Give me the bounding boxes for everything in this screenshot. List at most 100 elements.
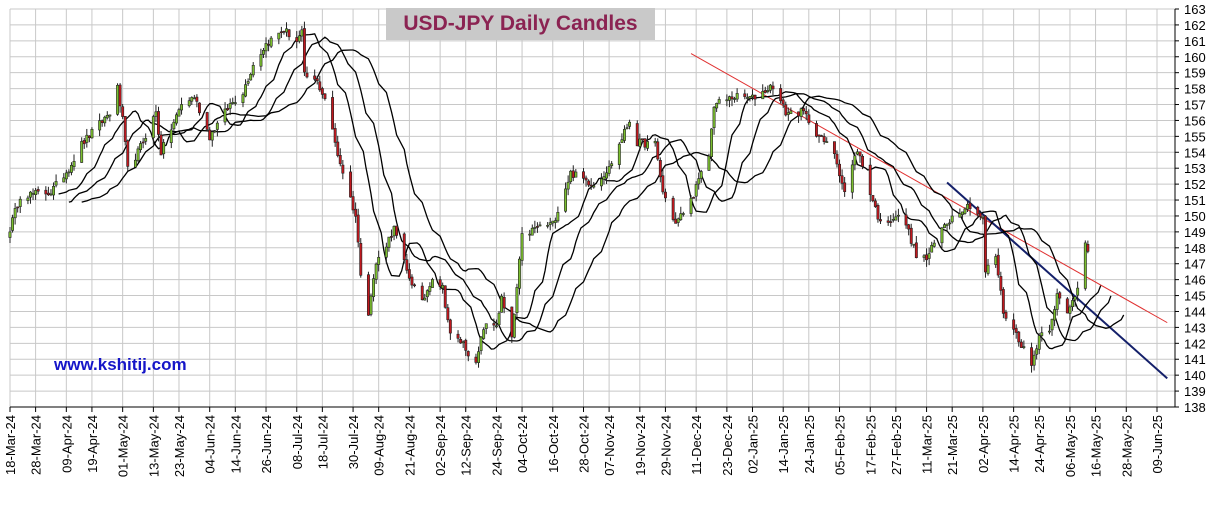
candle — [126, 140, 130, 167]
candle — [1040, 332, 1044, 336]
candle — [318, 81, 322, 91]
candle — [323, 93, 327, 100]
candle — [502, 296, 506, 309]
candle — [530, 227, 534, 236]
candle — [208, 129, 212, 141]
candle — [1032, 354, 1036, 366]
y-tick-label: 159 — [1184, 66, 1206, 81]
y-tick-label: 150 — [1184, 209, 1206, 224]
candle — [205, 112, 209, 130]
candle — [551, 220, 555, 224]
candle — [822, 136, 826, 142]
candle — [162, 142, 166, 155]
candle — [300, 29, 304, 37]
x-tick-label: 28-May-25 — [1119, 415, 1134, 477]
y-tick-label: 161 — [1184, 34, 1206, 49]
x-tick-label: 13-May-24 — [146, 415, 161, 477]
candle — [838, 163, 842, 177]
candle — [983, 215, 987, 273]
candle — [1055, 293, 1059, 310]
candle — [241, 94, 245, 103]
candle — [942, 224, 946, 228]
candle — [359, 243, 363, 276]
candle — [574, 171, 578, 178]
candle — [34, 190, 38, 195]
candle — [103, 116, 107, 124]
candle — [121, 106, 125, 117]
candle — [366, 274, 370, 316]
candle — [180, 104, 183, 111]
candle — [707, 155, 711, 171]
candle — [843, 182, 847, 193]
x-tick-label: 23-Dec-24 — [720, 415, 735, 476]
x-tick-label: 24-Jan-25 — [802, 415, 817, 474]
candle — [966, 204, 970, 210]
candle — [369, 295, 373, 315]
y-tick-label: 144 — [1184, 304, 1206, 319]
candle — [528, 233, 532, 236]
candle — [896, 214, 900, 217]
candle — [333, 128, 337, 143]
candle — [891, 219, 895, 221]
candle — [456, 333, 460, 339]
candle — [976, 206, 980, 215]
candle — [1050, 318, 1054, 331]
candle — [950, 215, 954, 223]
candle — [31, 193, 35, 195]
candle — [797, 111, 801, 117]
y-tick-label: 138 — [1184, 400, 1206, 415]
x-tick-label: 07-Nov-24 — [602, 415, 617, 476]
candle — [804, 111, 808, 115]
candle — [922, 255, 926, 258]
candle — [477, 351, 480, 363]
candle — [1086, 244, 1090, 252]
candle — [1071, 300, 1075, 307]
candle — [745, 97, 749, 99]
x-tick-labels: 18-Mar-24 28-Mar-24 09-Apr-24 19-Apr-24 01-M… — [3, 415, 1165, 477]
candle — [689, 197, 693, 214]
candle — [1001, 289, 1005, 314]
candle — [466, 351, 470, 357]
candles — [8, 21, 1090, 373]
candle — [139, 143, 142, 150]
candle — [446, 307, 450, 321]
candle — [407, 269, 411, 279]
candle — [784, 104, 788, 116]
x-tick-label: 01-May-24 — [116, 415, 131, 477]
candle — [912, 243, 916, 246]
candle — [438, 279, 442, 287]
candle — [172, 121, 176, 130]
candle — [387, 236, 391, 248]
candle — [1053, 309, 1057, 321]
candle — [622, 129, 626, 141]
candle — [441, 284, 445, 289]
candle — [994, 256, 998, 265]
candle — [70, 165, 73, 173]
candle — [607, 166, 611, 174]
x-tick-label: 30-Jul-24 — [346, 415, 361, 469]
candle — [999, 276, 1003, 291]
candle — [1065, 298, 1069, 314]
candle — [249, 74, 253, 81]
candle — [464, 339, 468, 351]
candle — [134, 159, 137, 168]
candle — [717, 99, 721, 104]
candle — [267, 43, 270, 46]
candle — [605, 172, 609, 179]
candle — [16, 206, 20, 209]
moving-average-line — [58, 33, 1102, 350]
candle — [80, 141, 84, 163]
candle — [302, 28, 306, 73]
candle — [1068, 306, 1072, 314]
candle — [840, 175, 844, 184]
x-tick-label: 05-Feb-25 — [833, 415, 848, 475]
candle — [261, 49, 265, 55]
x-tick-label: 21-Aug-24 — [402, 415, 417, 476]
candle — [479, 336, 483, 351]
x-tick-label: 04-Oct-24 — [515, 415, 530, 473]
candle — [712, 106, 716, 128]
candle — [482, 329, 486, 339]
candle — [602, 176, 606, 180]
candle — [589, 184, 593, 187]
moving-averages — [58, 33, 1125, 350]
